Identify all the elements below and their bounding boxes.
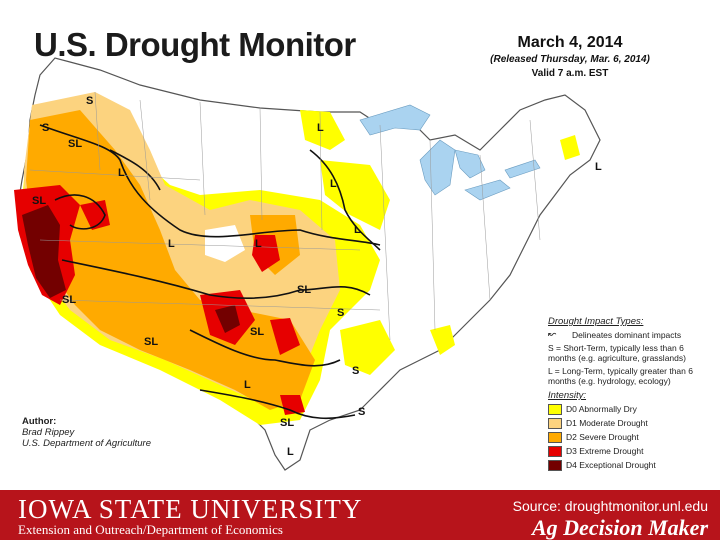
great-lakes-water xyxy=(359,104,431,136)
impact-boundary-line xyxy=(109,149,161,191)
intensity-item: D4 Exceptional Drought xyxy=(548,460,710,471)
impact-line-icon: ↜ xyxy=(548,329,557,340)
region-label: L xyxy=(330,178,337,190)
drought-region-d0 xyxy=(300,110,345,150)
region-label: SL xyxy=(32,195,46,207)
impact-item: L = Long-Term, typically greater than 6 … xyxy=(548,366,710,386)
brand-name: Ag Decision Maker xyxy=(532,515,708,540)
intensity-swatch xyxy=(548,460,562,471)
impact-item: S = Short-Term, typically less than 6 mo… xyxy=(548,343,710,363)
impact-boundary-line xyxy=(309,149,381,251)
great-lakes-water xyxy=(454,149,486,179)
intensity-swatch xyxy=(548,432,562,443)
lake-water xyxy=(205,225,245,262)
drought-region-d3 xyxy=(270,318,300,355)
region-label: L xyxy=(255,238,262,250)
drought-region-d0 xyxy=(340,320,395,375)
legend: Drought Impact Types: ↜ Delineates domin… xyxy=(548,316,710,471)
drought-region-d4 xyxy=(215,305,240,333)
region-label: SL xyxy=(250,326,264,338)
region-label: SL xyxy=(280,417,294,429)
great-lakes-water xyxy=(419,139,456,196)
intensity-title: Intensity: xyxy=(548,390,587,401)
region-label: SL xyxy=(297,284,311,296)
impact-item: ↜ Delineates dominant impacts xyxy=(548,329,710,341)
impact-types-title: Drought Impact Types: xyxy=(548,316,644,327)
region-label: L xyxy=(244,379,251,391)
drought-region-d3 xyxy=(252,235,280,272)
intensity-item: D3 Extreme Drought xyxy=(548,446,710,457)
footer-bar xyxy=(0,490,720,540)
region-label: L xyxy=(595,161,602,173)
region-label: SL xyxy=(68,138,82,150)
university-wordmark: IOWA STATE UNIVERSITY xyxy=(18,494,363,524)
drought-region-d3 xyxy=(80,200,110,230)
impact-item-text: Delineates dominant impacts xyxy=(572,330,682,340)
state-borders xyxy=(29,91,541,341)
intensity-swatch xyxy=(548,404,562,415)
release-date: (Released Thursday, Mar. 6, 2014) xyxy=(490,54,650,65)
intensity-swatch xyxy=(548,446,562,457)
drought-region-d0 xyxy=(430,325,455,355)
impact-boundary-line xyxy=(61,259,371,300)
intensity-item: D1 Moderate Drought xyxy=(548,418,710,429)
region-label: S xyxy=(352,365,359,377)
region-label: L xyxy=(287,446,294,458)
impact-boundary-line xyxy=(39,124,381,246)
region-label: L xyxy=(118,167,125,179)
intensity-item: D0 Abnormally Dry xyxy=(548,404,710,415)
intensity-label: D3 Extreme Drought xyxy=(566,446,644,456)
region-label: S xyxy=(42,122,49,134)
region-label: SL xyxy=(62,294,76,306)
intensity-label: D2 Severe Drought xyxy=(566,432,639,442)
drought-map: S S SL L SL L L L L L SL SL L SL S SL S … xyxy=(14,57,602,471)
intensity-item: D2 Severe Drought xyxy=(548,432,710,443)
author-name: Brad Rippey xyxy=(22,427,75,438)
region-label: S xyxy=(86,95,93,107)
source-text: Source: droughtmonitor.unl.edu xyxy=(512,498,708,514)
impact-item-text: L = Long-Term, typically greater than 6 … xyxy=(548,366,693,386)
impact-item-text: S = Short-Term, typically less than 6 mo… xyxy=(548,343,686,363)
impact-boundary-line xyxy=(189,329,341,367)
region-labels: S S SL L SL L L L L L SL SL L SL S SL S … xyxy=(32,95,602,458)
map-title: U.S. Drought Monitor xyxy=(34,26,356,63)
author-org: U.S. Department of Agriculture xyxy=(22,438,152,449)
intensity-swatch xyxy=(548,418,562,429)
region-label: SL xyxy=(144,336,158,348)
great-lakes-water xyxy=(504,159,541,179)
region-label: L xyxy=(168,238,175,250)
drought-region-d2 xyxy=(85,235,140,285)
author-heading: Author: xyxy=(22,416,57,427)
great-lakes-water xyxy=(464,179,511,201)
drought-region-d0 xyxy=(560,135,580,160)
impact-boundary-line xyxy=(199,389,356,420)
region-label: L xyxy=(317,122,324,134)
department-name: Extension and Outreach/Department of Eco… xyxy=(18,522,283,537)
drought-region-d0 xyxy=(320,160,390,230)
valid-time: Valid 7 a.m. EST xyxy=(531,68,609,79)
region-label: L xyxy=(354,224,361,236)
impact-boundary-line xyxy=(54,194,106,230)
map-date: March 4, 2014 xyxy=(517,34,623,51)
date-block: March 4, 2014 (Released Thursday, Mar. 6… xyxy=(470,34,670,79)
drought-region-d4 xyxy=(22,205,66,298)
intensity-label: D1 Moderate Drought xyxy=(566,418,648,428)
region-label: S xyxy=(337,307,344,319)
region-label: S xyxy=(358,406,365,418)
intensity-label: D4 Exceptional Drought xyxy=(566,460,656,470)
intensity-label: D0 Abnormally Dry xyxy=(566,404,637,414)
author-block: Author: Brad Rippey U.S. Department of A… xyxy=(22,416,151,449)
drought-region-d3 xyxy=(280,395,305,415)
